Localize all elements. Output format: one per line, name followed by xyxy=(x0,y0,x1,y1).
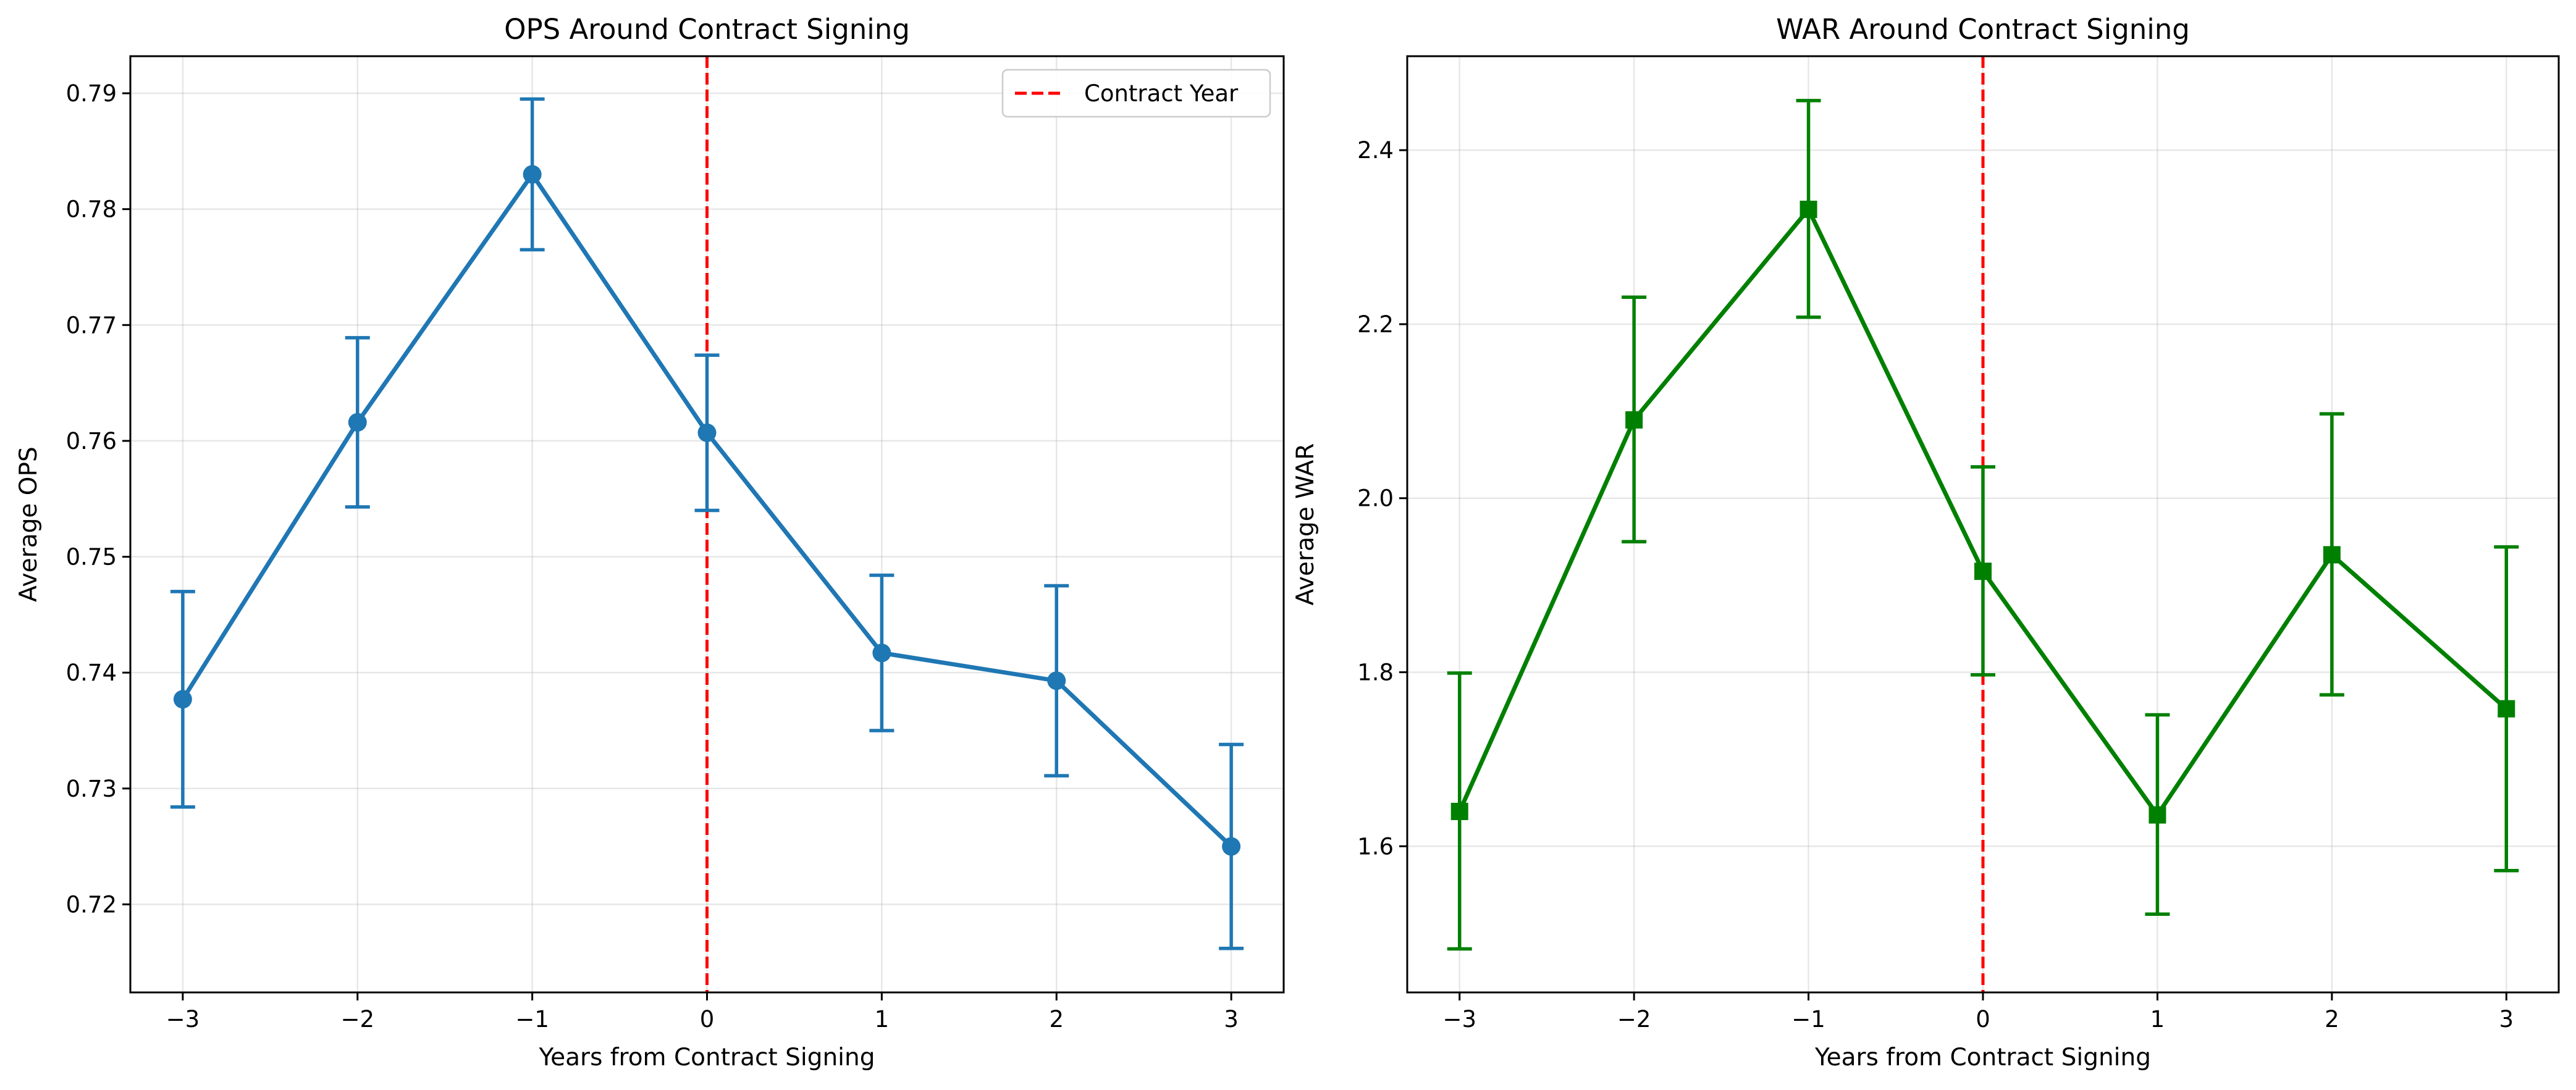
ops-x-tick-label: −1 xyxy=(515,1006,549,1033)
ops-x-tick-label: 2 xyxy=(1049,1006,1064,1033)
war-data-point xyxy=(1625,411,1643,429)
war-y-tick-label: 2.0 xyxy=(1357,485,1394,512)
war-x-tick-label: 3 xyxy=(2499,1006,2514,1033)
war-y-tick-label: 2.4 xyxy=(1357,137,1394,164)
ops-series xyxy=(173,165,1241,856)
war-x-tick-label: 2 xyxy=(2325,1006,2339,1033)
ops-y-tick-label: 0.73 xyxy=(66,776,117,802)
war-data-point xyxy=(2498,700,2515,718)
ops-x-tick-label: −2 xyxy=(340,1006,374,1033)
ops-legend-label: Contract Year xyxy=(1084,80,1239,107)
war-chart-title: WAR Around Contract Signing xyxy=(1776,13,2190,46)
war-data-point xyxy=(2149,806,2166,824)
ops-data-point xyxy=(697,423,717,442)
war-x-axis-label: Years from Contract Signing xyxy=(1814,1044,2151,1071)
ops-y-tick-label: 0.74 xyxy=(66,660,117,686)
ops-y-tick-label: 0.79 xyxy=(66,80,117,107)
war-x-tick-label: −3 xyxy=(1442,1006,1476,1033)
ops-data-point xyxy=(1222,837,1241,856)
ops-data-point xyxy=(173,690,192,709)
ops-data-point xyxy=(523,165,542,184)
ops-y-tick-label: 0.72 xyxy=(66,891,117,918)
ops-y-tick-label: 0.75 xyxy=(66,544,117,571)
war-x-tick-label: 0 xyxy=(1976,1006,1990,1033)
war-x-tick-label: −1 xyxy=(1791,1006,1825,1033)
ops-x-axis-label: Years from Contract Signing xyxy=(539,1044,875,1071)
war-data-point xyxy=(1450,802,1468,820)
ops-x-tick-label: −3 xyxy=(166,1006,200,1033)
ops-data-point xyxy=(348,413,367,432)
war-y-tick-label: 1.6 xyxy=(1357,833,1394,860)
war-chart-panel: −3 −2 −1 0 1 2 3 1.6 1.8 2.0 2.2 2.4 WAR Around Co… xyxy=(1292,13,2560,1071)
war-y-ticks: 1.6 1.8 2.0 2.2 2.4 xyxy=(1357,137,1407,860)
war-data-point xyxy=(2323,546,2341,564)
ops-chart-panel: −3 −2 −1 0 1 2 3 0.720.730.740.750.760.770.780… xyxy=(15,13,1285,1071)
war-y-tick-label: 2.2 xyxy=(1357,311,1394,338)
ops-y-tick-label: 0.78 xyxy=(66,196,117,223)
war-y-tick-label: 1.8 xyxy=(1357,660,1394,686)
ops-y-ticks: 0.72 0.73 0.74 0.75 0.76 0.77 0.78 0.79 xyxy=(66,80,130,918)
war-x-tick-label: 1 xyxy=(2150,1006,2165,1033)
war-data-point xyxy=(1799,200,1817,218)
war-x-ticks: −3 −2 −1 0 1 2 3 xyxy=(1442,992,2514,1033)
ops-legend: Contract Year xyxy=(1001,69,1271,118)
war-series xyxy=(1450,200,2515,824)
ops-x-tick-label: 1 xyxy=(875,1006,890,1033)
ops-data-point xyxy=(1047,671,1066,690)
ops-x-ticks: −3 −2 −1 0 1 2 3 xyxy=(166,992,1239,1033)
ops-y-tick-label: 0.77 xyxy=(66,312,117,338)
ops-chart-title: OPS Around Contract Signing xyxy=(504,13,910,46)
ops-x-tick-label: 3 xyxy=(1224,1006,1239,1033)
war-x-tick-label: −2 xyxy=(1617,1006,1651,1033)
ops-legend-box xyxy=(1001,69,1271,118)
ops-y-axis-label: Average OPS xyxy=(15,446,43,602)
ops-data-point xyxy=(872,644,891,663)
ops-x-tick-label: 0 xyxy=(700,1006,715,1033)
war-data-point xyxy=(1974,563,1992,581)
war-y-axis-label: Average WAR xyxy=(1292,443,1320,606)
ops-y-tick-label: 0.76 xyxy=(66,428,117,455)
